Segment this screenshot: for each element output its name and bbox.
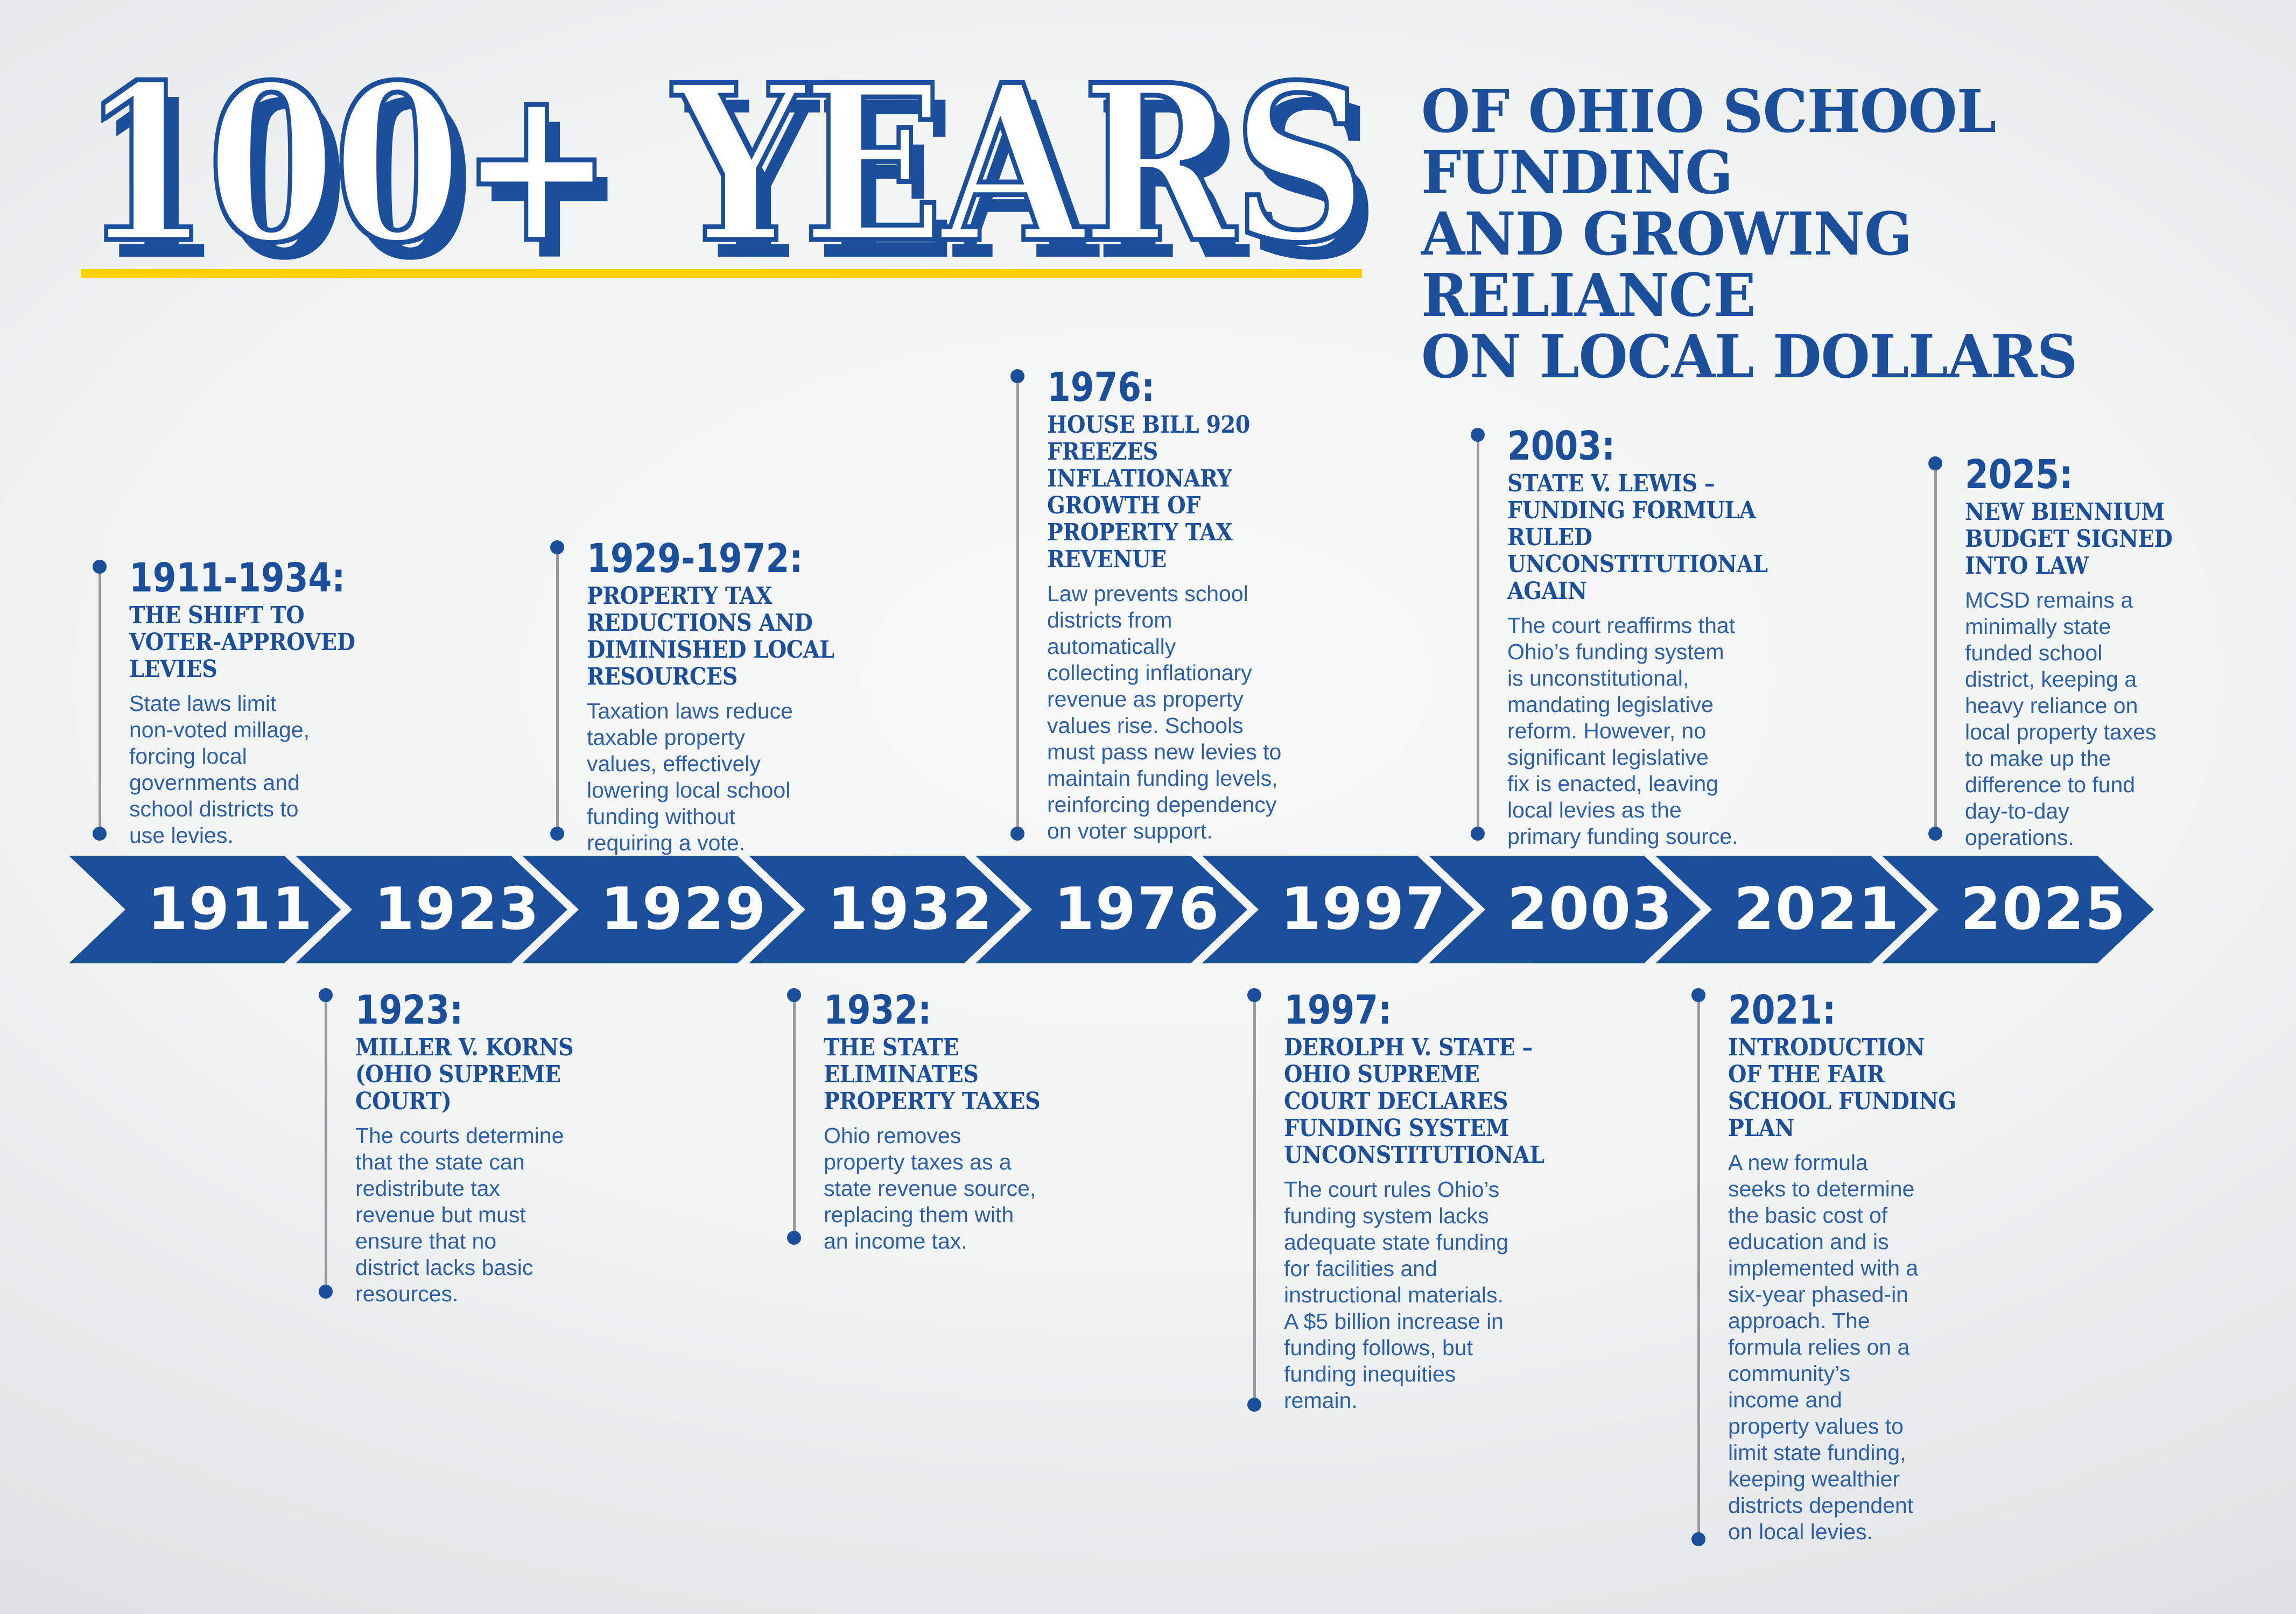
- timeline-year-label: 1932: [827, 876, 994, 943]
- connector-line-1911-1934: [93, 560, 107, 841]
- connector-line-1932: [787, 988, 801, 1245]
- timeline-year-label: 1911: [147, 876, 314, 943]
- timeline-year-label: 2021: [1733, 876, 1900, 943]
- timeline-year-label: 1976: [1054, 876, 1220, 943]
- entry-title: STATE V. LEWIS – FUNDING FORMULA RULED U…: [1507, 470, 1768, 605]
- timeline-entry-1976: 1976: HOUSE BILL 920 FREEZES INFLATIONAR…: [1047, 367, 1402, 844]
- entry-title: NEW BIENNIUM BUDGET SIGNED INTO LAW: [1965, 498, 2173, 580]
- entry-body: The court reaffirms that Ohio’s funding …: [1507, 613, 1738, 849]
- entry-year: 1997:: [1284, 987, 1392, 1033]
- connector-line-1997: [1247, 988, 1261, 1412]
- entry-year: 1932:: [824, 987, 932, 1033]
- timeline-entry-2025: 2025: NEW BIENNIUM BUDGET SIGNED INTO LA…: [1965, 454, 2277, 851]
- timeline-segment-1911: 1911: [69, 856, 341, 963]
- entry-body: Ohio removes property taxes as a state r…: [824, 1123, 1036, 1253]
- entry-body: The courts determine that the state can …: [355, 1123, 564, 1306]
- entry-title: PROPERTY TAX REDUCTIONS AND DIMINISHED L…: [587, 582, 834, 690]
- entry-title: DEROLPH V. STATE – OHIO SUPREME COURT DE…: [1284, 1034, 1544, 1169]
- timeline-year-label: 1923: [374, 876, 540, 943]
- entry-year: 1929-1972:: [587, 535, 803, 582]
- entry-title: THE SHIFT TO VOTER-APPROVED LEVIES: [129, 602, 355, 683]
- timeline-entry-1932: 1932: THE STATE ELIMINATES PROPERTY TAXE…: [824, 989, 1168, 1254]
- connector-line-1976: [1010, 369, 1024, 841]
- entry-body: MCSD remains a minimally state funded sc…: [1965, 588, 2157, 850]
- entry-title: THE STATE ELIMINATES PROPERTY TAXES: [824, 1034, 1041, 1115]
- entry-title: INTRODUCTION OF THE FAIR SCHOOL FUNDING …: [1728, 1034, 1956, 1142]
- connector-line-2021: [1691, 988, 1705, 1546]
- timeline-segment-1976: 1976: [975, 856, 1247, 963]
- entry-body: A new formula seeks to determine the bas…: [1728, 1150, 1919, 1544]
- timeline-year-label: 2003: [1507, 876, 1674, 943]
- timeline-year-label: 1997: [1280, 876, 1447, 943]
- connector-line-2003: [1471, 428, 1485, 841]
- timeline-year-label: 2025: [1960, 876, 2127, 943]
- timeline-entry-1923: 1923: MILLER V. KORNS (OHIO SUPREME COUR…: [355, 989, 700, 1307]
- entry-body: State laws limit non-voted millage, forc…: [129, 691, 310, 848]
- entry-year: 2003:: [1507, 423, 1616, 469]
- entry-title: MILLER V. KORNS (OHIO SUPREME COURT): [355, 1034, 574, 1115]
- entry-year: 1923:: [355, 987, 464, 1033]
- timeline-entry-2021: 2021: INTRODUCTION OF THE FAIR SCHOOL FU…: [1728, 989, 2073, 1545]
- timeline-entry-1997: 1997: DEROLPH V. STATE – OHIO SUPREME CO…: [1284, 989, 1639, 1414]
- timeline-entry-1929-1972: 1929-1972: PROPERTY TAX REDUCTIONS AND D…: [587, 538, 931, 856]
- connector-line-1923: [319, 988, 333, 1299]
- entry-year: 1911-1934:: [129, 555, 346, 601]
- timeline-year-label: 1929: [600, 876, 767, 943]
- timeline-entry-2003: 2003: STATE V. LEWIS – FUNDING FORMULA R…: [1507, 425, 1863, 850]
- entry-year: 1976:: [1047, 364, 1155, 411]
- entry-title: HOUSE BILL 920 FREEZES INFLATIONARY GROW…: [1047, 411, 1250, 573]
- main-title: 100+ YEARS: [79, 38, 1368, 291]
- subtitle: OF OHIO SCHOOL FUNDING AND GROWING RELIA…: [1421, 76, 2077, 391]
- timeline-segment-2025: 2025: [1882, 856, 2154, 963]
- timeline-entry-1911-1934: 1911-1934: THE SHIFT TO VOTER-APPROVED L…: [129, 557, 463, 849]
- connector-line-1929-1972: [550, 540, 564, 841]
- entry-body: Taxation laws reduce taxable property va…: [587, 699, 793, 855]
- entry-year: 2021:: [1728, 987, 1836, 1033]
- title-underline: [81, 269, 1362, 278]
- entry-year: 2025:: [1965, 452, 2073, 498]
- connector-line-2025: [1928, 456, 1942, 841]
- entry-body: Law prevents school districts from autom…: [1047, 581, 1282, 843]
- entry-body: The court rules Ohio’s funding system la…: [1284, 1177, 1509, 1413]
